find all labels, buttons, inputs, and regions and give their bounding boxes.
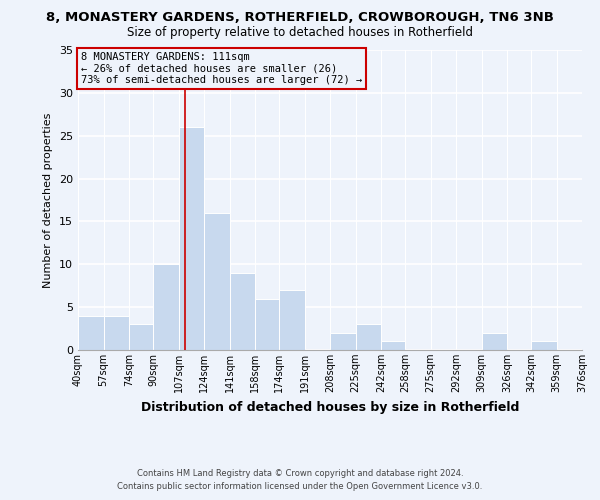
Bar [355,324,381,350]
Bar [153,264,179,350]
Y-axis label: Number of detached properties: Number of detached properties [43,112,53,288]
Text: 8, MONASTERY GARDENS, ROTHERFIELD, CROWBOROUGH, TN6 3NB: 8, MONASTERY GARDENS, ROTHERFIELD, CROWB… [46,11,554,24]
Bar [279,290,305,350]
Bar [229,273,255,350]
Bar [330,333,355,350]
Text: Size of property relative to detached houses in Rotherfield: Size of property relative to detached ho… [127,26,473,39]
Bar [482,333,507,350]
Bar [179,127,204,350]
Bar [129,324,153,350]
Text: 8 MONASTERY GARDENS: 111sqm
← 26% of detached houses are smaller (26)
73% of sem: 8 MONASTERY GARDENS: 111sqm ← 26% of det… [81,52,362,85]
Bar [381,342,405,350]
Bar [78,316,104,350]
Bar [104,316,129,350]
Bar [204,213,229,350]
Bar [531,342,557,350]
X-axis label: Distribution of detached houses by size in Rotherfield: Distribution of detached houses by size … [141,400,519,413]
Bar [255,298,279,350]
Text: Contains HM Land Registry data © Crown copyright and database right 2024.
Contai: Contains HM Land Registry data © Crown c… [118,470,482,491]
